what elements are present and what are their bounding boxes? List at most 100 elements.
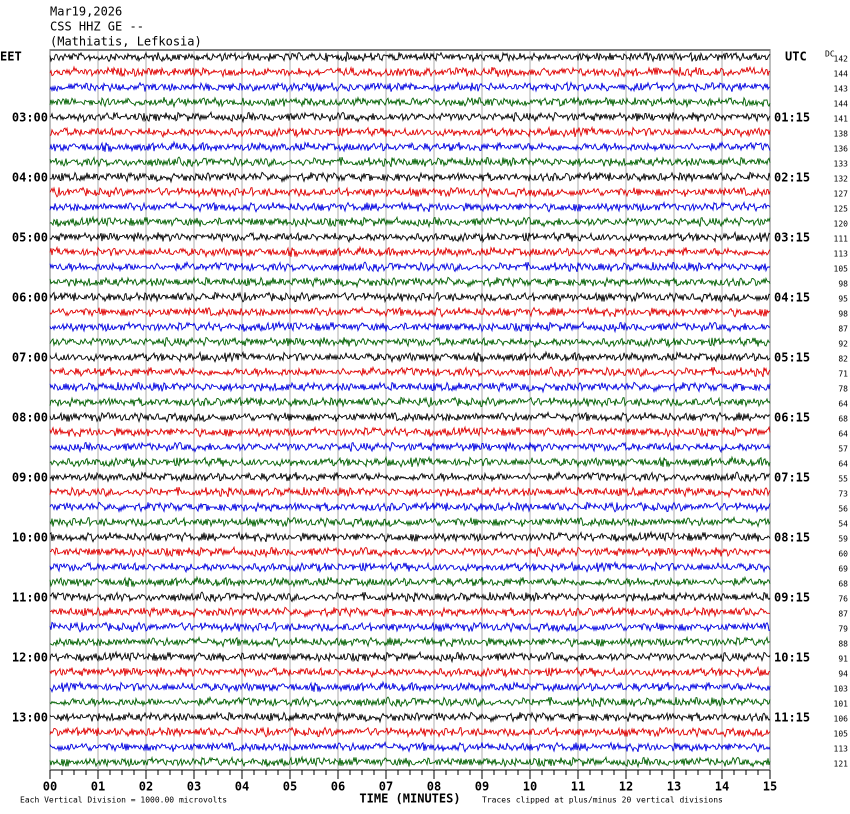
- x-tick-label: 02: [139, 780, 153, 794]
- trace: [49, 125, 771, 139]
- dc-value: 106: [834, 715, 849, 724]
- dc-value: 103: [834, 685, 849, 694]
- trace: [49, 200, 771, 213]
- trace: [49, 305, 771, 318]
- trace: [49, 410, 771, 423]
- dc-value: 113: [834, 250, 849, 259]
- x-tick-label: 07: [379, 780, 393, 794]
- left-time-label: 13:00: [12, 711, 48, 725]
- dc-value: 91: [838, 655, 848, 664]
- dc-value: 69: [838, 565, 848, 574]
- date: Mar19,2026: [50, 5, 122, 19]
- x-tick-label: 05: [283, 780, 297, 794]
- left-time-label: 06:00: [12, 291, 48, 305]
- dc-value: 79: [838, 625, 848, 634]
- dc-value: 138: [834, 130, 849, 139]
- trace: [49, 186, 771, 199]
- dc-value: 68: [838, 580, 848, 589]
- x-tick-label: 00: [43, 780, 57, 794]
- dc-value: 56: [838, 505, 848, 514]
- left-time-label: 12:00: [12, 651, 48, 665]
- trace: [49, 140, 771, 153]
- trace: [49, 365, 771, 378]
- left-time-label: 05:00: [12, 231, 48, 245]
- trace: [49, 230, 771, 244]
- dc-value: 101: [834, 700, 849, 709]
- trace: [49, 381, 771, 394]
- footer-right: Traces clipped at plus/minus 20 vertical…: [482, 796, 723, 805]
- trace: [49, 396, 771, 409]
- x-tick-label: 13: [667, 780, 681, 794]
- trace: [49, 680, 771, 694]
- dc-value: 144: [834, 70, 849, 79]
- trace: [49, 96, 771, 109]
- x-tick-label: 14: [715, 780, 729, 794]
- dc-value: 133: [834, 160, 849, 169]
- trace: [49, 650, 771, 664]
- plot-frame: [49, 49, 771, 771]
- trace: [49, 336, 771, 349]
- dc-value: 55: [838, 475, 848, 484]
- trace: [49, 215, 771, 229]
- dc-value: 136: [834, 145, 849, 154]
- trace: [49, 591, 771, 603]
- left-time-label: 11:00: [12, 591, 48, 605]
- trace: [49, 51, 771, 63]
- dc-value: 142: [834, 55, 849, 64]
- left-zone: EET: [0, 50, 22, 64]
- trace: [49, 245, 771, 259]
- right-time-label: 03:15: [774, 231, 810, 245]
- trace: [49, 350, 771, 364]
- left-time-label: 10:00: [12, 531, 48, 545]
- trace: [49, 560, 771, 574]
- dc-value: 87: [838, 610, 848, 619]
- trace: [49, 455, 771, 469]
- dc-value: 105: [834, 730, 849, 739]
- right-time-label: 05:15: [774, 351, 810, 365]
- dc-value: 95: [838, 295, 848, 304]
- x-tick-label: 12: [619, 780, 633, 794]
- dc-value: 64: [838, 460, 848, 469]
- right-time-label: 10:15: [774, 651, 810, 665]
- dc-value: 71: [838, 370, 848, 379]
- dc-value: 105: [834, 265, 849, 274]
- location: (Mathiatis, Lefkosia): [50, 35, 202, 49]
- trace: [49, 515, 771, 528]
- dc-value: 60: [838, 550, 848, 559]
- x-axis-title: TIME (MINUTES): [359, 792, 460, 806]
- trace: [49, 726, 771, 739]
- footer-left: Each Vertical Division = 1000.00 microvo…: [20, 796, 227, 805]
- dc-value: 127: [834, 190, 849, 199]
- trace: [49, 621, 771, 634]
- right-time-label: 06:15: [774, 411, 810, 425]
- right-time-label: 11:15: [774, 711, 810, 725]
- trace: [49, 740, 771, 753]
- trace: [49, 320, 771, 334]
- left-time-label: 07:00: [12, 351, 48, 365]
- dc-value: 120: [834, 220, 849, 229]
- x-tick-label: 06: [331, 780, 345, 794]
- right-time-label: 07:15: [774, 471, 810, 485]
- right-time-label: 01:15: [774, 111, 810, 125]
- dc-value: 113: [834, 745, 849, 754]
- trace: [49, 606, 771, 619]
- trace: [49, 470, 771, 483]
- trace: [49, 110, 771, 124]
- dc-value: 68: [838, 415, 848, 424]
- x-tick-label: 04: [235, 780, 249, 794]
- dc-value: 121: [834, 760, 849, 769]
- trace: [49, 260, 771, 273]
- right-time-label: 04:15: [774, 291, 810, 305]
- x-tick-label: 10: [523, 780, 537, 794]
- dc-value: 143: [834, 85, 849, 94]
- x-tick-label: 03: [187, 780, 201, 794]
- right-time-label: 09:15: [774, 591, 810, 605]
- x-tick-label: 01: [91, 780, 105, 794]
- dc-value: 98: [838, 280, 848, 289]
- trace: [49, 695, 771, 708]
- trace: [49, 441, 771, 454]
- trace: [49, 635, 771, 648]
- dc-value: 94: [838, 670, 848, 679]
- trace: [49, 65, 771, 78]
- x-tick-label: 15: [763, 780, 777, 794]
